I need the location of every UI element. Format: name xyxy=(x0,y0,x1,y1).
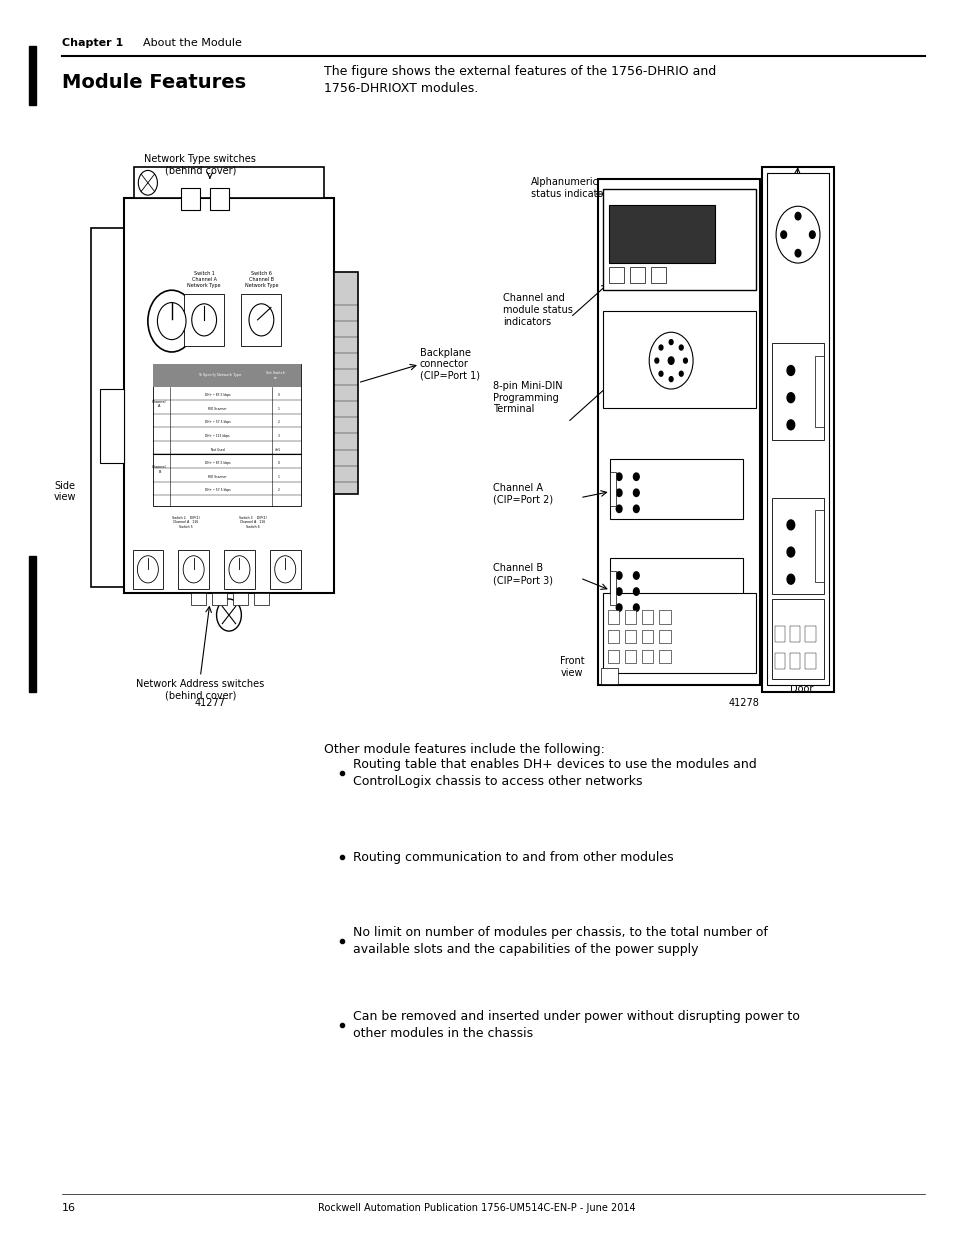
Bar xyxy=(609,459,742,519)
Bar xyxy=(152,364,300,506)
Circle shape xyxy=(249,304,274,336)
Bar xyxy=(602,311,755,408)
Bar xyxy=(624,610,636,624)
Circle shape xyxy=(780,231,785,238)
Bar xyxy=(789,626,800,642)
Circle shape xyxy=(659,372,662,377)
Bar xyxy=(608,267,623,283)
Bar xyxy=(233,593,248,605)
Bar xyxy=(602,189,755,290)
Text: Channel and
module status
indicators: Channel and module status indicators xyxy=(502,294,572,326)
Text: DH+ • 115 kbps: DH+ • 115 kbps xyxy=(205,433,230,438)
Bar xyxy=(607,650,618,663)
Text: Backplane
connector
(CIP=Port 1): Backplane connector (CIP=Port 1) xyxy=(419,348,479,380)
Circle shape xyxy=(633,588,639,595)
Bar xyxy=(132,550,163,589)
Text: 1: 1 xyxy=(277,474,279,479)
Circle shape xyxy=(786,366,794,375)
Text: 2: 2 xyxy=(277,488,279,493)
Text: 0: 0 xyxy=(277,393,279,398)
Text: No limit on number of modules per chassis, to the total number of
available slot: No limit on number of modules per chassi… xyxy=(353,926,767,956)
Bar xyxy=(224,550,254,589)
Text: Alphanumeric
status indicator: Alphanumeric status indicator xyxy=(531,177,607,199)
Bar xyxy=(624,650,636,663)
Bar xyxy=(789,653,800,669)
Bar xyxy=(124,198,334,593)
Circle shape xyxy=(148,290,195,352)
Circle shape xyxy=(633,604,639,611)
Bar xyxy=(609,472,616,506)
Text: Switch 2    DIP(1)
Channel A   116
Switch 5: Switch 2 DIP(1) Channel A 116 Switch 5 xyxy=(172,516,200,529)
Text: About the Module: About the Module xyxy=(143,38,242,48)
Circle shape xyxy=(216,599,241,631)
Text: Channel
B: Channel B xyxy=(152,466,167,473)
Bar xyxy=(629,267,644,283)
Text: Front
view: Front view xyxy=(559,656,584,678)
Circle shape xyxy=(192,304,216,336)
Circle shape xyxy=(679,345,682,350)
Bar xyxy=(178,550,209,589)
Bar xyxy=(650,267,665,283)
Text: Switch 1
Channel A
Network Type: Switch 1 Channel A Network Type xyxy=(187,272,221,288)
Circle shape xyxy=(667,357,673,364)
Bar xyxy=(133,167,324,198)
Text: Side
view: Side view xyxy=(53,480,76,503)
Text: 0: 0 xyxy=(277,461,279,466)
Bar xyxy=(602,593,755,673)
Text: Can be removed and inserted under power without disrupting power to
other module: Can be removed and inserted under power … xyxy=(353,1010,799,1040)
Text: RIO Scanner: RIO Scanner xyxy=(209,406,227,411)
Circle shape xyxy=(786,393,794,403)
Text: DH+ • 87.5 kbps: DH+ • 87.5 kbps xyxy=(205,393,231,398)
Circle shape xyxy=(786,547,794,557)
Bar xyxy=(771,343,823,440)
Circle shape xyxy=(786,520,794,530)
Bar xyxy=(29,556,36,692)
Text: Routing table that enables DH+ devices to use the modules and
ControlLogix chass: Routing table that enables DH+ devices t… xyxy=(353,758,756,788)
Circle shape xyxy=(616,489,621,496)
Text: Routing communication to and from other modules: Routing communication to and from other … xyxy=(353,851,673,863)
Text: The figure shows the external features of the 1756-DHRIO and
1756-DHRIOXT module: The figure shows the external features o… xyxy=(324,65,716,95)
Bar xyxy=(766,173,828,685)
Bar xyxy=(761,167,833,692)
Bar xyxy=(814,356,823,427)
Circle shape xyxy=(794,249,800,257)
Circle shape xyxy=(616,473,621,480)
Bar xyxy=(191,593,206,605)
Circle shape xyxy=(137,556,158,583)
Bar xyxy=(210,188,229,210)
Circle shape xyxy=(616,588,621,595)
Bar xyxy=(607,630,618,643)
Bar xyxy=(771,599,823,679)
Text: 41278: 41278 xyxy=(728,699,759,709)
Circle shape xyxy=(633,489,639,496)
Text: Network Type switches
(behind cover): Network Type switches (behind cover) xyxy=(144,154,256,175)
Circle shape xyxy=(633,572,639,579)
Text: Module Features: Module Features xyxy=(62,73,246,93)
Circle shape xyxy=(616,505,621,513)
Circle shape xyxy=(794,212,800,220)
Bar xyxy=(253,593,269,605)
Text: Set Switch
to: Set Switch to xyxy=(266,372,285,379)
Bar xyxy=(607,610,618,624)
Circle shape xyxy=(633,473,639,480)
Circle shape xyxy=(183,556,204,583)
Circle shape xyxy=(668,340,672,345)
Text: Wiring
label: Wiring label xyxy=(778,206,808,227)
Text: Door: Door xyxy=(789,684,812,694)
Circle shape xyxy=(633,505,639,513)
Bar xyxy=(814,510,823,582)
Bar xyxy=(241,294,281,346)
Text: Chapter 1: Chapter 1 xyxy=(62,38,123,48)
Text: Other module features include the following:: Other module features include the follow… xyxy=(324,743,604,757)
Bar xyxy=(641,650,653,663)
Text: RIO Scanner: RIO Scanner xyxy=(209,474,227,479)
Text: Channel A
(CIP=Port 2): Channel A (CIP=Port 2) xyxy=(493,483,553,505)
Bar xyxy=(100,389,124,463)
Circle shape xyxy=(659,345,662,350)
Bar xyxy=(609,558,742,618)
Text: 1: 1 xyxy=(277,406,279,411)
Bar xyxy=(609,571,616,605)
Bar xyxy=(804,626,815,642)
Circle shape xyxy=(274,556,295,583)
Bar xyxy=(334,272,357,494)
